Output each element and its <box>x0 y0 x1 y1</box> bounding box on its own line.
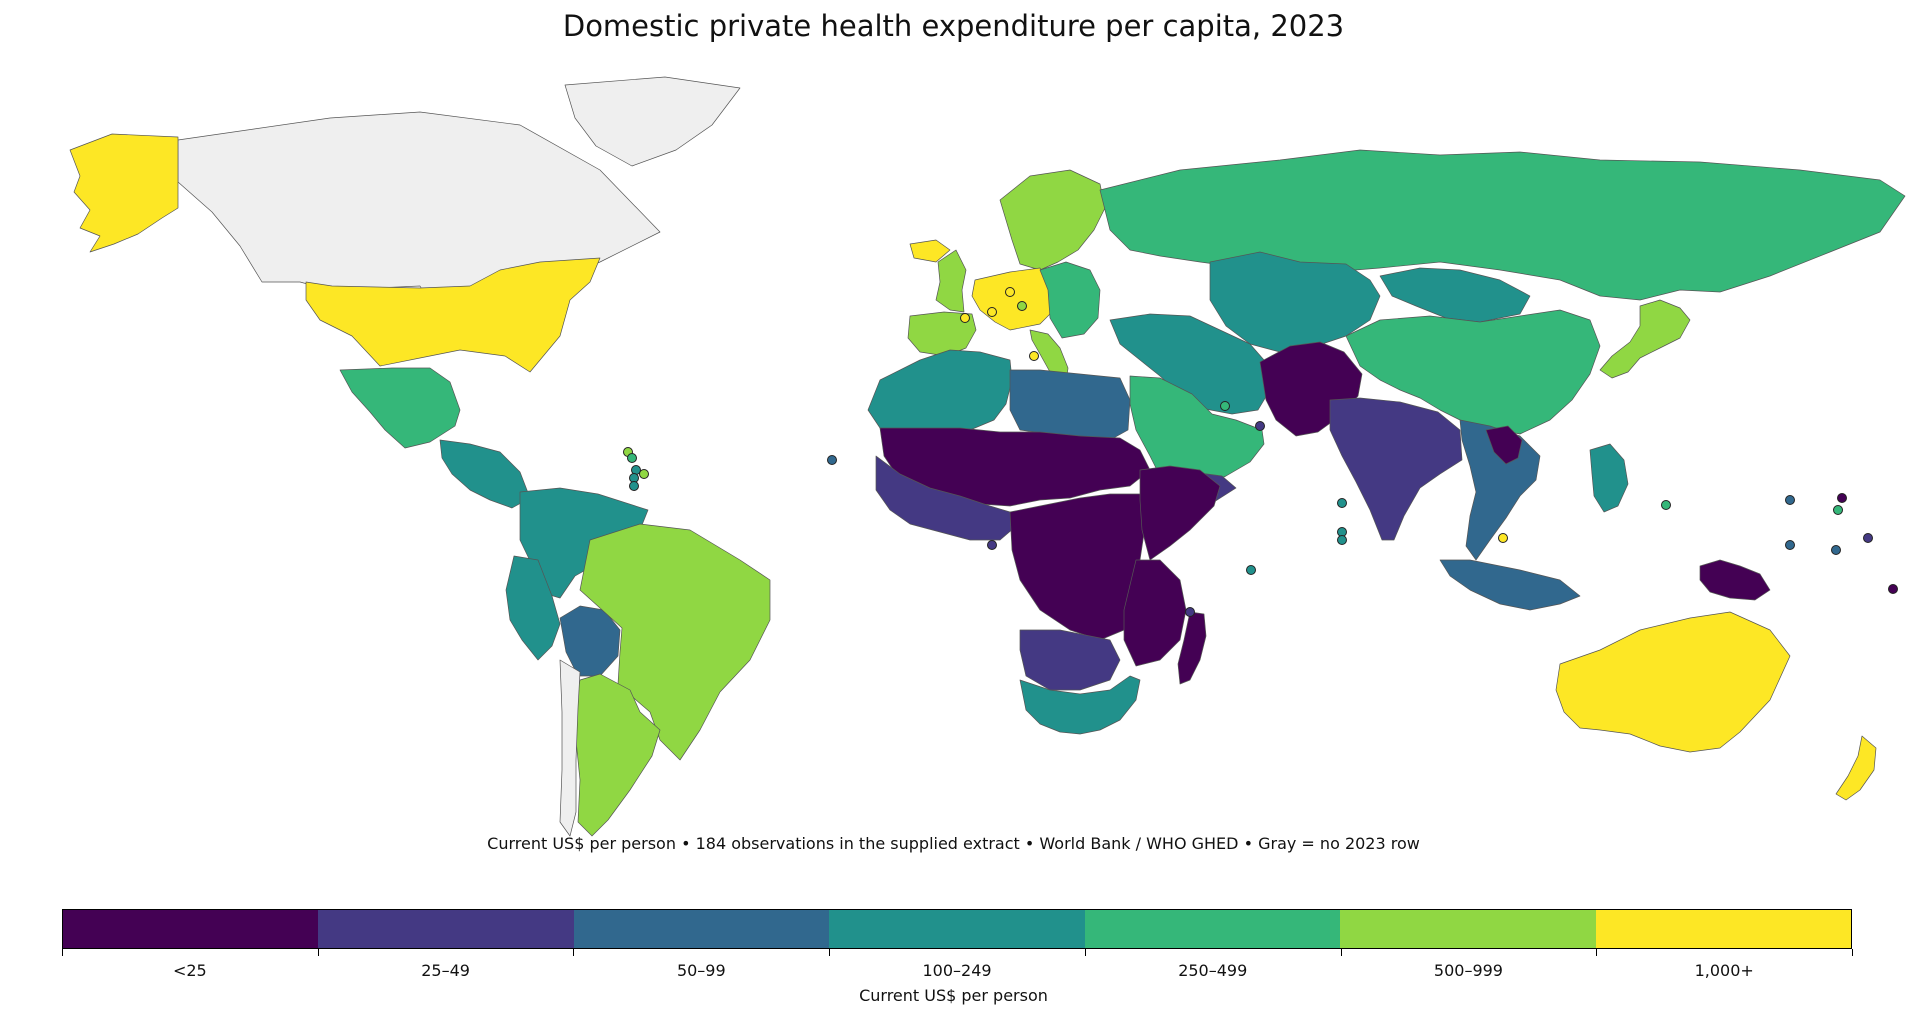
country-region <box>867 349 1013 433</box>
country-marker <box>1337 535 1347 545</box>
legend-tick <box>829 949 831 956</box>
legend-colorbar <box>62 909 1852 949</box>
country-marker <box>1337 498 1347 508</box>
legend-swatch-250-499 <box>1084 910 1341 948</box>
country-marker <box>627 453 637 463</box>
country-region <box>1019 629 1121 691</box>
country-region <box>1439 559 1581 611</box>
country-marker <box>1220 401 1230 411</box>
country-marker <box>1833 505 1843 515</box>
legend-tick <box>62 949 63 956</box>
country-region <box>559 659 581 837</box>
legend-tick <box>1084 949 1086 956</box>
country-region <box>1555 611 1791 753</box>
country-region <box>909 239 951 263</box>
country-region <box>1009 369 1131 441</box>
country-region <box>1835 735 1877 801</box>
legend-axis-label: Current US$ per person <box>859 986 1048 1005</box>
country-region <box>1129 375 1265 495</box>
legend-swatch-100-249 <box>829 910 1085 948</box>
legend-tick <box>1596 949 1598 956</box>
legend-label-50-99: 50–99 <box>676 961 726 980</box>
country-region <box>1209 251 1381 353</box>
country-marker <box>1246 565 1256 575</box>
legend-swatch-25-49 <box>318 910 574 948</box>
country-region <box>1485 425 1523 465</box>
legend-label-500-999: 500–999 <box>1433 961 1503 980</box>
legend-labels: <25 25–49 50–99 100–249 250–499 500–999 … <box>62 960 1852 984</box>
country-region <box>875 455 1015 541</box>
legend-ticks <box>62 949 1853 959</box>
country-region <box>339 367 461 449</box>
country-marker <box>1863 533 1873 543</box>
country-marker <box>1017 301 1027 311</box>
legend-tick <box>317 949 319 956</box>
country-region <box>971 267 1055 331</box>
country-marker <box>1837 493 1847 503</box>
legend-label-100-249: 100–249 <box>922 961 992 980</box>
country-marker <box>827 455 837 465</box>
country-region <box>999 169 1106 271</box>
map-subtitle: Current US$ per person • 184 observation… <box>487 834 1420 853</box>
country-region <box>935 249 967 313</box>
country-marker <box>1185 607 1195 617</box>
legend-swatch-50-99 <box>573 910 830 948</box>
country-region <box>69 133 179 253</box>
country-marker <box>1661 500 1671 510</box>
legend-label-lt25: <25 <box>172 961 207 980</box>
country-region <box>579 523 771 761</box>
legend-tick <box>1852 949 1853 956</box>
country-region <box>305 257 601 373</box>
country-region <box>177 111 661 319</box>
country-marker <box>1255 421 1265 431</box>
legend-tick <box>1340 949 1342 956</box>
country-marker <box>1005 287 1015 297</box>
country-region <box>1345 309 1601 435</box>
legend-label-1000plus: 1,000+ <box>1694 961 1754 980</box>
country-marker <box>987 307 997 317</box>
country-shapes <box>69 76 1906 837</box>
country-marker <box>1785 540 1795 550</box>
country-region <box>1459 419 1541 561</box>
legend-tick <box>573 949 575 956</box>
country-region <box>1599 299 1691 379</box>
country-region <box>564 76 741 167</box>
legend-swatch-lt25 <box>63 910 319 948</box>
country-region <box>1379 267 1531 323</box>
country-marker <box>629 481 639 491</box>
country-region <box>559 605 621 677</box>
country-region <box>1589 443 1629 513</box>
country-marker <box>960 313 970 323</box>
country-marker <box>1029 351 1039 361</box>
small-country-markers <box>623 287 1898 617</box>
legend-label-25-49: 25–49 <box>421 961 470 980</box>
country-region <box>907 311 977 357</box>
country-marker <box>1498 533 1508 543</box>
legend-label-250-499: 250–499 <box>1178 961 1248 980</box>
country-marker <box>1888 584 1898 594</box>
country-region <box>1139 465 1221 561</box>
country-marker <box>1785 495 1795 505</box>
map-title: Domestic private health expenditure per … <box>562 9 1345 43</box>
country-marker <box>1831 545 1841 555</box>
legend-swatch-1000plus <box>1595 910 1851 948</box>
country-region <box>1123 559 1187 667</box>
country-marker <box>639 469 649 479</box>
country-region <box>439 439 531 509</box>
country-region <box>1039 261 1101 339</box>
country-region <box>1699 559 1771 601</box>
country-marker <box>987 540 997 550</box>
country-region <box>1177 611 1207 685</box>
country-region <box>1019 675 1141 735</box>
country-region <box>505 555 561 661</box>
country-region <box>1109 313 1271 415</box>
country-region <box>1329 397 1463 541</box>
legend-swatch-500-999 <box>1340 910 1596 948</box>
